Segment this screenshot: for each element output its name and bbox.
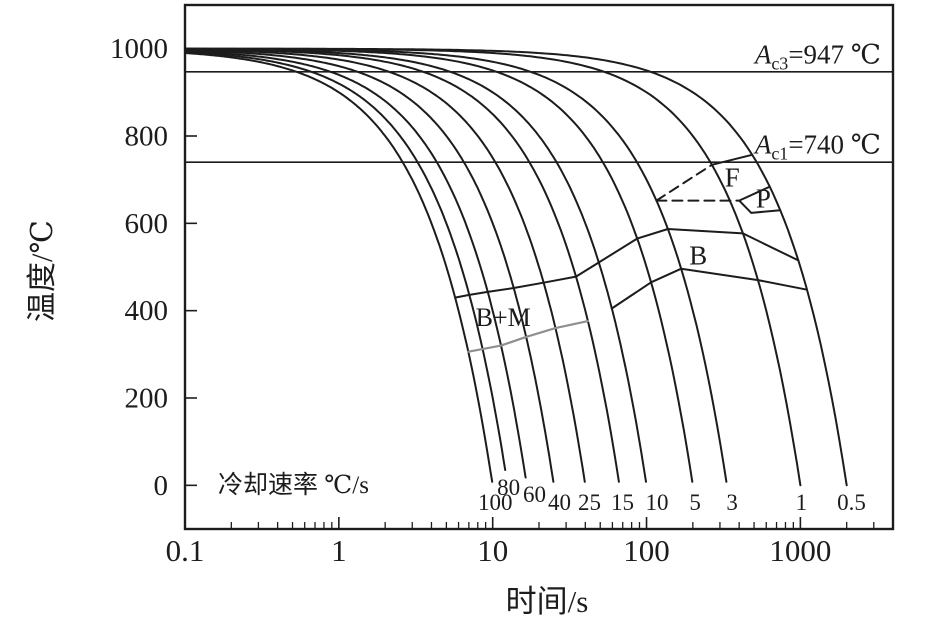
x-axis-tick-label-10: 10 xyxy=(477,533,508,568)
x-axis-tick-label-0.1: 0.1 xyxy=(166,533,205,568)
x-axis-tick-label-1: 1 xyxy=(331,533,347,568)
phase-boundary-bainite-bottom xyxy=(610,267,808,310)
cooling-curve-label-15: 15 xyxy=(611,490,634,515)
phase-boundary-ferrite-start-dashed xyxy=(655,163,713,202)
phase-boundary-ferrite-start-solid xyxy=(710,153,754,166)
y-axis-tick-label-800: 800 xyxy=(125,121,169,153)
phase-boundary-pearlite-bottom xyxy=(738,199,782,214)
cooling-curve-0.5 xyxy=(184,47,848,487)
cooling-curve-label-10: 10 xyxy=(646,490,669,515)
y-axis-tick-label-1000: 1000 xyxy=(110,33,168,65)
y-axis-tick-label-0: 0 xyxy=(154,470,169,502)
ref-line-label-Ac3: Ac3=947 ℃ xyxy=(753,39,881,73)
ref-line-label-Ac1: Ac1=740 ℃ xyxy=(753,130,881,164)
cooling-curve-60 xyxy=(184,50,527,479)
region-label-P: P xyxy=(756,183,771,213)
y-axis-tick-label-200: 200 xyxy=(125,383,169,415)
cooling-curve-label-100: 100 xyxy=(478,490,513,515)
cooling-curve-label-3: 3 xyxy=(726,490,738,515)
cooling-curve-label-25: 25 xyxy=(578,490,601,515)
region-label-B: B xyxy=(689,241,707,271)
cooling-curve-25 xyxy=(184,48,586,483)
x-axis-tick-label-100: 100 xyxy=(623,533,670,568)
phase-boundary-bainite-top xyxy=(454,228,800,299)
cooling-curve-10 xyxy=(184,48,647,483)
cooling-curve-15 xyxy=(184,48,620,483)
y-axis-tick-label-400: 400 xyxy=(125,295,169,327)
cooling-curve-5 xyxy=(184,47,694,483)
cooling-curve-80 xyxy=(184,51,507,471)
cooling-curve-label-40: 40 xyxy=(548,490,571,515)
phase-boundary-pearlite-top xyxy=(738,185,771,202)
phase-boundary-bainite-martensite-gray xyxy=(467,320,589,353)
cooling-curve-100 xyxy=(184,52,494,483)
region-label-F: F xyxy=(725,162,740,192)
region-label-B-M: B+M xyxy=(476,303,531,332)
cooling-curve-label-1: 1 xyxy=(796,490,808,515)
cooling-curve-label-5: 5 xyxy=(689,490,701,515)
y-axis-tick-label-600: 600 xyxy=(125,208,169,240)
cooling-curve-label-0.5: 0.5 xyxy=(837,490,866,515)
cooling-curve-label-80: 80 xyxy=(497,475,520,500)
x-axis-tick-label-1000: 1000 xyxy=(769,533,831,568)
cooling-curve-label-60: 60 xyxy=(523,482,546,507)
cooling-rate-caption: 冷却速率 ℃/s xyxy=(218,471,369,499)
cooling-curve-40 xyxy=(184,49,555,483)
x-axis-title: 时间/s xyxy=(506,584,589,619)
y-axis-title: 温度/℃ xyxy=(26,220,59,322)
